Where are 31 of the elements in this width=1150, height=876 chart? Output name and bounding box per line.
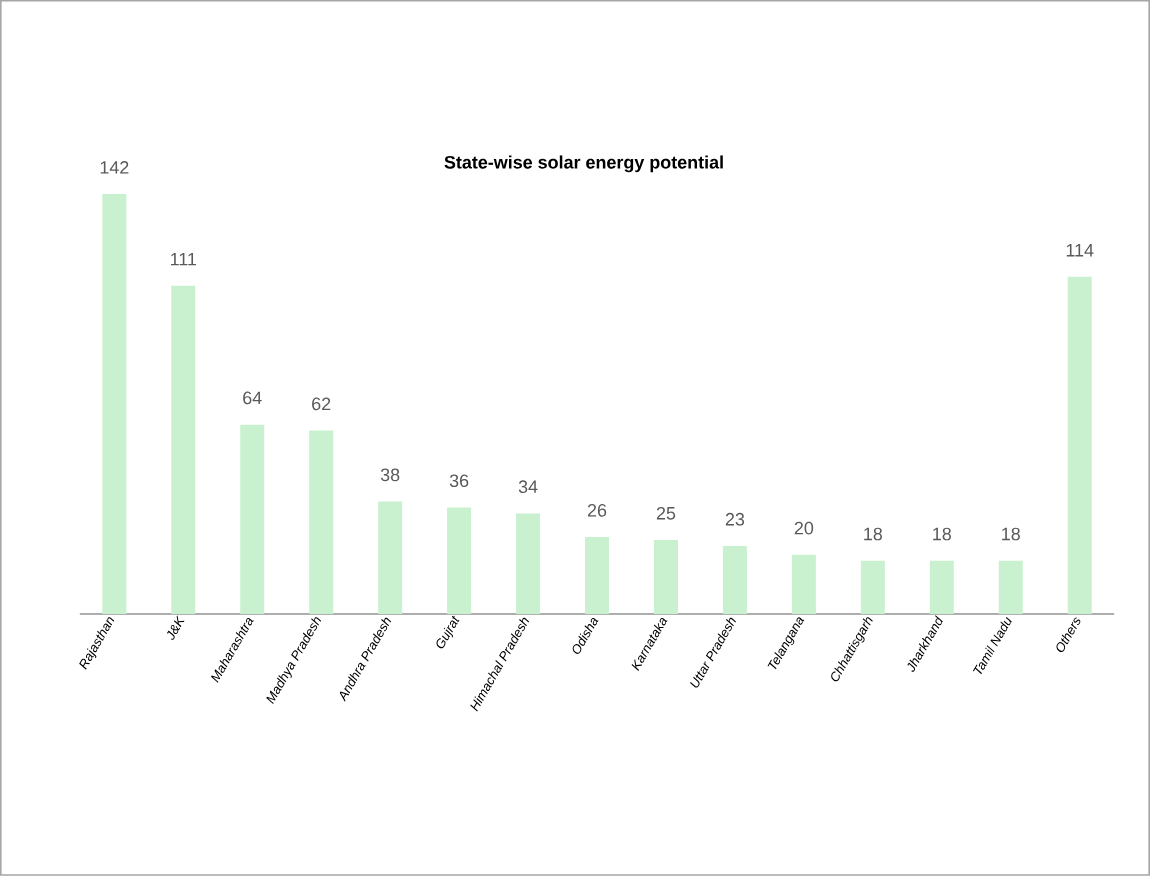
data-label: 18 xyxy=(1002,527,1020,541)
bar xyxy=(171,285,196,615)
data-label: 114 xyxy=(1066,244,1094,257)
bar xyxy=(240,424,265,615)
data-label: 23 xyxy=(725,512,745,526)
chart-title: State-wise solar energy potential xyxy=(444,155,723,173)
data-label: 25 xyxy=(656,507,676,520)
data-label: 38 xyxy=(380,468,400,482)
data-label: 36 xyxy=(449,474,469,488)
data-label: 111 xyxy=(171,253,197,266)
data-label: 18 xyxy=(933,527,951,541)
bar xyxy=(102,194,127,615)
data-label: 20 xyxy=(794,521,814,535)
data-label: 62 xyxy=(312,397,331,411)
bar xyxy=(929,560,954,615)
data-label: 64 xyxy=(243,391,262,405)
data-label: 142 xyxy=(100,161,129,174)
data-label: 26 xyxy=(587,504,607,517)
bar xyxy=(1067,276,1092,615)
bar xyxy=(516,513,541,615)
bar xyxy=(309,430,334,615)
bar xyxy=(447,507,472,615)
bar xyxy=(585,537,610,615)
data-label: 34 xyxy=(518,480,538,494)
bar xyxy=(791,554,816,615)
bar xyxy=(722,546,747,615)
bar xyxy=(998,560,1023,615)
bar xyxy=(378,501,403,615)
data-label: 18 xyxy=(864,527,883,541)
bar xyxy=(860,560,885,615)
bar xyxy=(653,540,678,615)
